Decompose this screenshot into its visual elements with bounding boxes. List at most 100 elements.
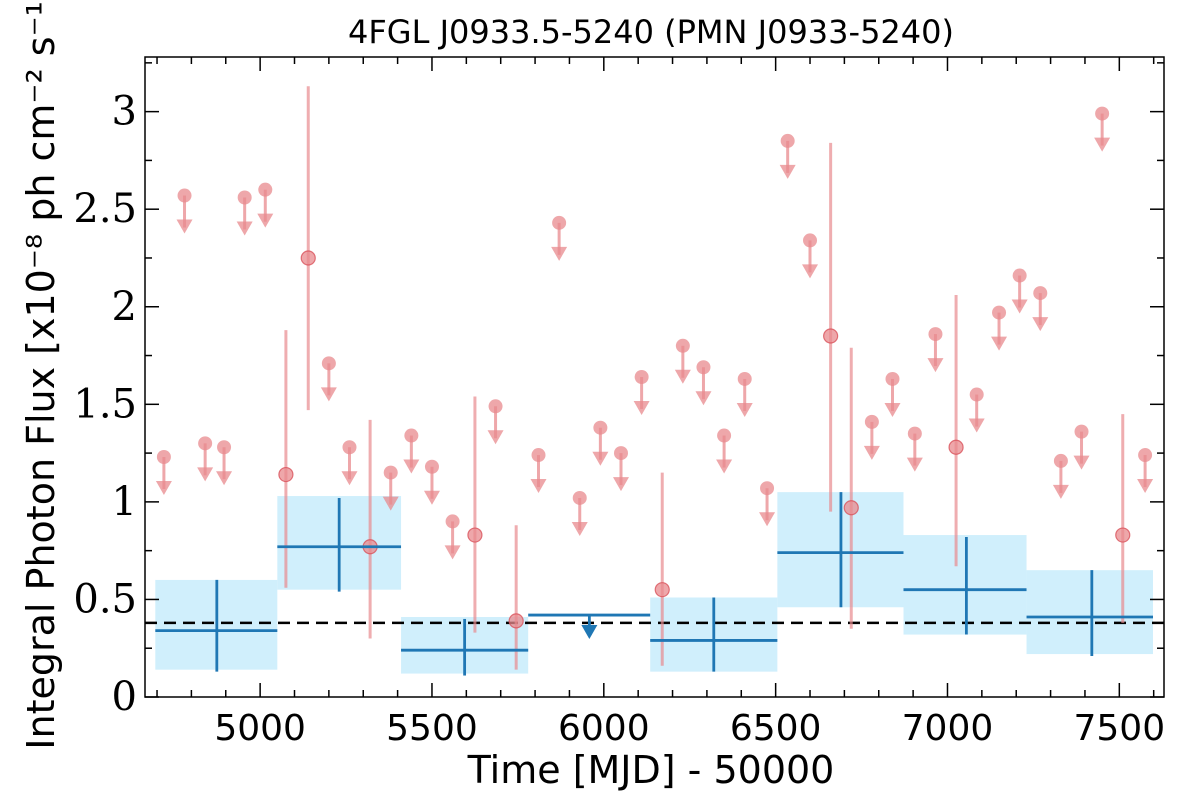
short-bin-point [675,338,690,353]
short-bin-upper-limit-arrow [197,467,214,482]
short-bin-upper-limit-arrow [612,477,629,492]
short-bin-upper-limit-arrow [802,264,819,279]
short-bin-point [572,490,587,505]
short-bin-point [321,356,336,371]
short-bin-upper-limit-arrow [884,402,901,417]
short-bin-upper-limit-arrow [863,445,880,460]
short-bin-upper-limit-arrow [906,457,923,472]
y-tick-label: 3 [112,89,137,135]
short-bin-upper-limit-arrow [1094,137,1111,152]
short-bin-upper-limit-arrow [1073,455,1090,470]
short-bin-point [969,387,984,402]
long-bin-band [1026,570,1154,655]
short-bin-point [217,440,232,455]
short-bin-point [177,188,192,203]
y-axis-ticks: 0 0.5 1 1.5 2 2.5 3 [73,62,1164,720]
short-bin-point [948,439,964,455]
long-bin-upper-limit-arrow [581,625,598,640]
short-bin-upper-limit-arrow [592,451,609,466]
short-bin-point [760,481,775,496]
y-tick-label: 0.5 [73,576,137,622]
plot-frame [144,56,1165,698]
short-bin-point [508,613,524,629]
x-tick-label: 5000 [214,708,306,749]
short-bin-point [634,370,649,384]
short-bin-point [593,420,608,435]
short-bin-upper-limit-arrow [341,471,358,486]
short-bin-point [383,465,398,480]
short-bin-upper-limit-arrow [423,490,440,505]
short-bin-upper-limit-arrow [716,459,733,474]
short-bin-point [278,466,294,483]
short-bin-upper-limit-arrow [633,401,650,415]
short-bin-point [1138,448,1153,463]
short-bin-point [424,459,439,474]
short-bin-upper-limit-arrow [779,164,796,179]
x-tick-label: 6500 [730,708,822,749]
short-bin-point [198,436,213,451]
x-tick-label: 5500 [386,708,478,749]
short-bin-point [613,446,628,461]
short-bin-upper-limit-arrow [155,481,172,495]
short-bin-point [654,582,670,598]
short-bin-point [237,190,252,205]
short-bin-point [1074,424,1089,439]
x-tick-label: 7500 [1074,708,1166,749]
short-bin-point [843,500,859,516]
short-bin-upper-limit-arrow [551,246,568,261]
chart-title: 4FGL J0933.5-5240 (PMN J0933-5240) [348,13,954,51]
x-axis-ticks: 5000 5500 6000 6500 7000 7500 [156,57,1166,749]
short-bin-point [737,371,752,386]
short-bin-point [1095,106,1110,121]
short-bin-point [467,527,483,543]
short-bin-point [1053,453,1068,468]
short-bin-point [864,414,879,429]
y-tick-label: 1.5 [73,381,137,427]
short-bin-upper-limit-arrow [530,479,547,494]
short-bin-upper-limit-arrow [1137,479,1154,494]
short-bin-point [780,133,795,148]
short-bin-point [992,305,1007,320]
short-bin-point [531,448,546,463]
y-tick-label: 1 [112,479,137,525]
short-bin-point [300,250,316,266]
short-bin-point [1115,527,1131,543]
short-bin-upper-limit-arrow [236,221,253,236]
short-bin-upper-limit-arrow [736,402,753,417]
short-bin-upper-limit-arrow [382,496,399,511]
short-bin-upper-limit-arrow [927,358,944,373]
short-bin-point [552,215,567,230]
short-bin-series [155,86,1154,670]
short-bin-point [1033,286,1048,301]
short-bin-upper-limit-arrow [674,369,691,384]
short-bin-upper-limit-arrow [1032,317,1049,332]
short-bin-upper-limit-arrow [991,336,1008,351]
x-tick-label: 6000 [558,708,650,749]
short-bin-point [488,399,503,414]
short-bin-point [156,450,171,464]
short-bin-upper-limit-arrow [176,219,193,234]
short-bin-point [1012,268,1027,283]
short-bin-upper-limit-arrow [403,459,420,474]
short-bin-upper-limit-arrow [257,213,274,228]
short-bin-point [717,428,732,443]
short-bin-point [404,428,419,443]
short-bin-point [342,440,357,455]
y-tick-label: 2.5 [73,186,137,232]
short-bin-upper-limit-arrow [571,521,588,536]
short-bin-upper-limit-arrow [968,418,985,433]
long-bin-bands [155,492,1154,674]
short-bin-point [445,514,460,529]
short-bin-point [258,182,273,197]
short-bin-upper-limit-arrow [216,471,233,486]
y-tick-label: 2 [112,284,137,330]
x-axis-label: Time [MJD] - 50000 [467,748,835,792]
x-tick-label: 7000 [902,708,994,749]
short-bin-point [823,328,839,344]
short-bin-upper-limit-arrow [1052,484,1069,499]
short-bin-point [696,360,711,375]
short-bin-point [803,233,818,248]
short-bin-point [907,426,922,441]
short-bin-upper-limit-arrow [487,430,504,445]
